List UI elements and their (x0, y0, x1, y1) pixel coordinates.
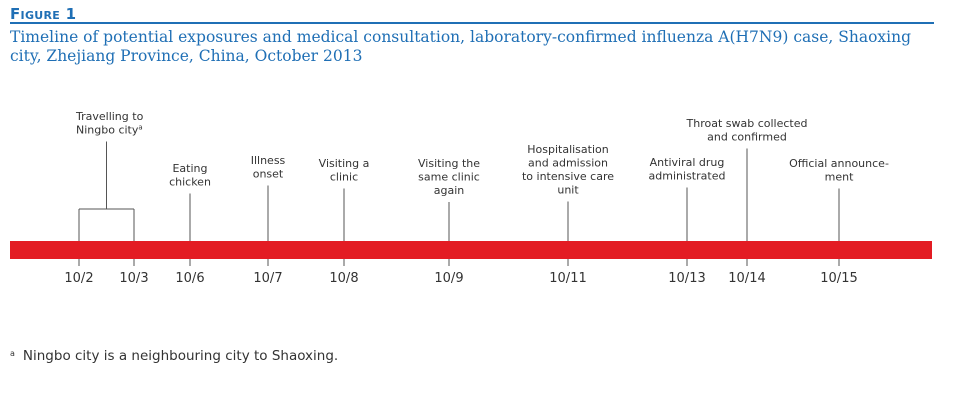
date-label: 10/3 (119, 271, 148, 286)
date-label: 10/9 (434, 271, 463, 286)
event-label-line: Official announce- (789, 157, 889, 170)
event-label-line: clinic (330, 171, 358, 184)
event-labels: Travelling to Ningbo citya Eating chicken Il… (75, 110, 889, 197)
event-label-line: Eating (172, 162, 207, 175)
event-label-line: same clinic (418, 171, 480, 184)
event-label-clinic: Visiting a clinic (319, 157, 370, 184)
event-label-line: chicken (169, 176, 211, 189)
figure-title: Timeline of potential exposures and medi… (10, 28, 911, 65)
event-label-travel: Travelling to Ningbo citya (75, 110, 144, 137)
event-label-hospital: Hospitalisation and admission to intensive… (522, 143, 614, 197)
event-label-line: again (434, 184, 465, 197)
figure-label: Figure 1 (10, 5, 77, 23)
event-label-line: Visiting a (319, 157, 370, 170)
footnote-text: Ningbo city is a neighbouring city to Sh… (22, 348, 339, 364)
event-label-announcement: Official announce-ment (789, 157, 889, 184)
event-label-line: Antiviral drug (650, 156, 725, 169)
date-label: 10/2 (64, 271, 93, 286)
event-label-line: and confirmed (707, 131, 787, 144)
event-label-line: to intensive care (522, 170, 614, 183)
event-label-line: Throat swab collected (686, 117, 808, 130)
footnote-ref: a (138, 124, 142, 132)
event-label-line: Hospitalisation (527, 143, 609, 156)
footnote-marker: a (10, 349, 15, 358)
event-label-line: onset (253, 168, 284, 181)
date-label: 10/6 (175, 271, 204, 286)
date-label: 10/7 (253, 271, 282, 286)
date-label: 10/14 (728, 271, 765, 286)
event-label-line: and admission (528, 157, 608, 170)
event-label-line: Travelling to (75, 110, 144, 123)
event-label-antiviral: Antiviral drug administrated (649, 156, 726, 183)
date-label: 10/15 (820, 271, 857, 286)
event-label-line: Ningbo city (76, 124, 139, 137)
event-label-line: ment (825, 171, 854, 184)
event-label-line: Visiting the (418, 157, 480, 170)
event-label-clinic-again: Visiting the same clinic again (418, 157, 480, 197)
timeline-bar (10, 241, 932, 259)
event-label-swab: Throat swab collected and confirmed (686, 117, 808, 144)
event-label-onset: Illness onset (251, 154, 286, 181)
date-label: 10/13 (668, 271, 705, 286)
event-label-eating: Eating chicken (169, 162, 211, 189)
date-label: 10/11 (549, 271, 586, 286)
event-label-line: unit (557, 184, 579, 197)
footnote: a Ningbo city is a neighbouring city to S… (10, 348, 338, 364)
title-rule (10, 22, 934, 24)
date-labels: 10/2 10/3 10/6 10/7 10/8 10/9 10/11 10/13 10/14 1… (64, 271, 857, 286)
date-ticks (78, 141, 840, 266)
date-label: 10/8 (329, 271, 358, 286)
event-label-line: Illness (251, 154, 286, 167)
event-label-line: administrated (649, 170, 726, 183)
